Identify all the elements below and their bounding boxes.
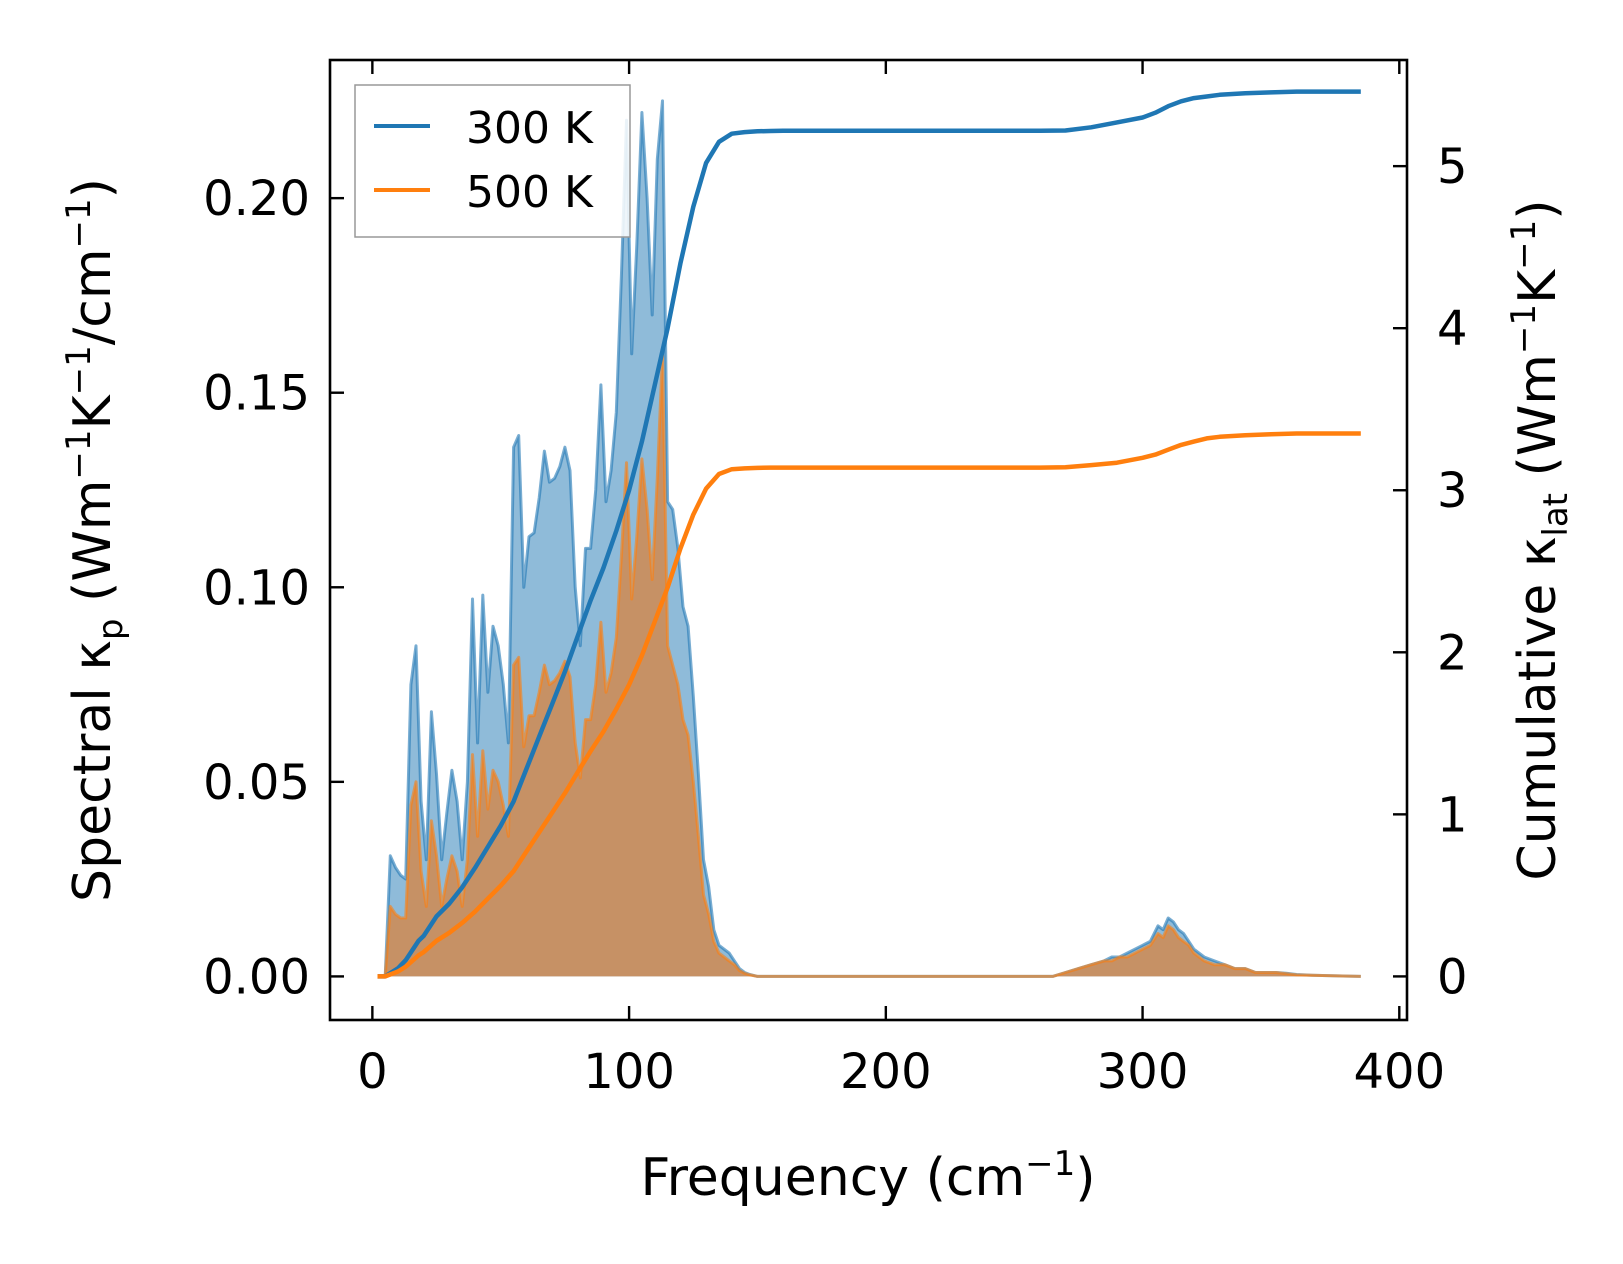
- legend: 300 K 500 K: [354, 84, 631, 238]
- x-tick-label: 300: [1097, 1044, 1189, 1100]
- y-right-tick-label: 3: [1437, 463, 1468, 519]
- cumulative-line-300k: [377, 89, 1361, 979]
- x-tick-label: 200: [840, 1044, 932, 1100]
- cumulative-line-500k: [377, 431, 1361, 979]
- y-axis-left-label: Spectral κp (Wm−1K−1/cm−1): [59, 178, 131, 902]
- spectral-line-300k: [377, 99, 1361, 978]
- spectral-fill-500k: [377, 353, 1361, 977]
- y-left-tick-label: 0.10: [203, 560, 310, 616]
- y-left-tick-label: 0.20: [203, 171, 310, 227]
- x-tick-label: 100: [583, 1044, 675, 1100]
- plot-frame: [328, 58, 1409, 1022]
- y-right-tick-label: 2: [1437, 625, 1468, 681]
- axis-ticks: [330, 60, 1407, 1020]
- legend-box: [354, 84, 631, 238]
- legend-label-500k: 500 K: [466, 167, 594, 218]
- y-right-tick-label: 5: [1437, 139, 1468, 195]
- x-axis-label: Frequency (cm−1): [640, 1144, 1095, 1208]
- y-left-tick-label: 0.00: [203, 949, 310, 1005]
- y-axis-right-label: Cumulative κlat (Wm−1K−1): [1504, 199, 1576, 880]
- y-left-tick-label: 0.05: [203, 755, 310, 811]
- spectral-fills: [377, 99, 1361, 978]
- y-right-tick-label: 0: [1437, 949, 1468, 1005]
- x-tick-label: 0: [357, 1044, 388, 1100]
- y-right-tick-label: 4: [1437, 301, 1468, 357]
- axis-tick-labels: 0 100 200 300 400 0.00 0.05 0.10 0.15 0.20 0 1 2 3 4 5: [203, 139, 1467, 1100]
- y-left-tick-label: 0.15: [203, 366, 310, 422]
- data-lines: [377, 89, 1361, 979]
- x-tick-label: 400: [1353, 1044, 1445, 1100]
- y-right-tick-label: 1: [1437, 787, 1468, 843]
- legend-label-300k: 300 K: [466, 103, 594, 154]
- spectral-line-500k: [377, 352, 1361, 978]
